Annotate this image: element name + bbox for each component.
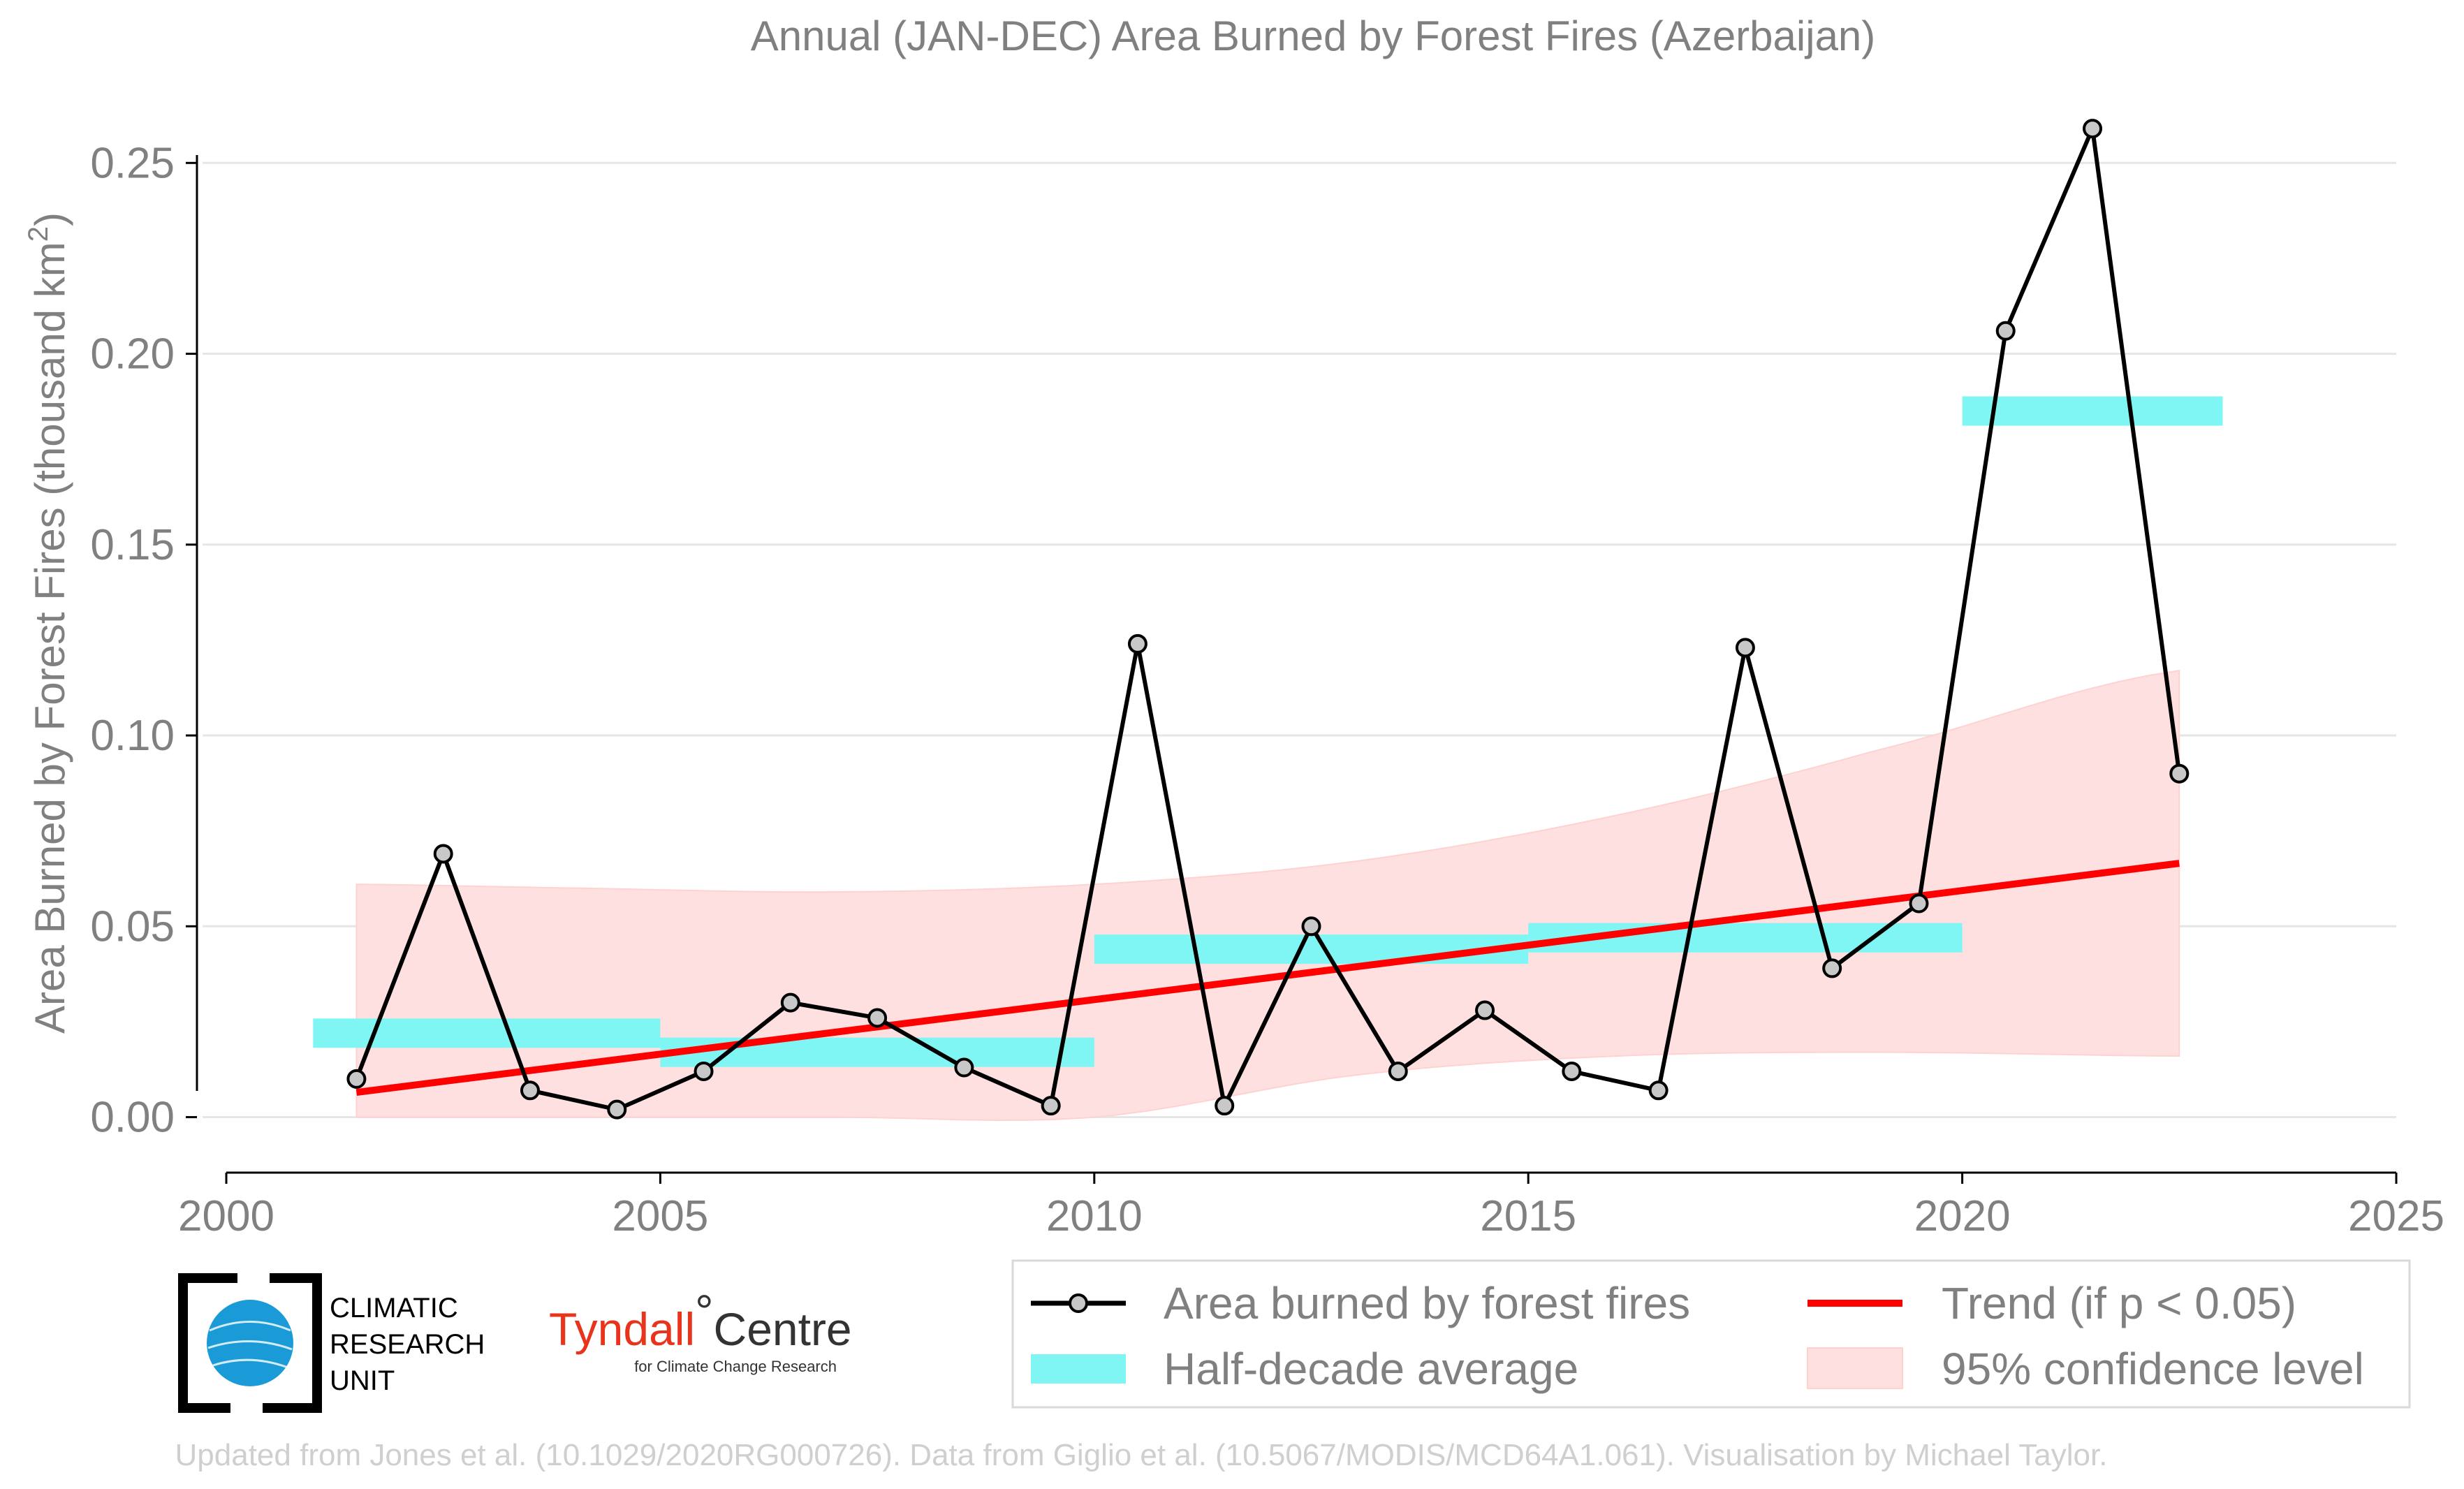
- y-ticks: 0.00 0.05 0.10 0.15 0.20 0.25: [90, 139, 197, 1142]
- tyndall-name: Tyndall°Centre: [549, 1285, 852, 1355]
- y-tick-label: 0.00: [90, 1094, 175, 1142]
- data-point: [780, 992, 800, 1013]
- half-decade-bar: [1962, 396, 2223, 426]
- data-point: [520, 1080, 540, 1101]
- x-tick-label: 2005: [612, 1192, 708, 1240]
- chart-title: Annual (JAN-DEC) Area Burned by Forest F…: [751, 13, 1876, 59]
- data-point: [607, 1099, 627, 1120]
- legend-trend-label: Trend (if p < 0.05): [1942, 1278, 2296, 1328]
- data-point: [1127, 633, 1147, 654]
- data-point: [1388, 1061, 1408, 1081]
- data-point: [954, 1057, 974, 1078]
- legend-series-marker: [1069, 1293, 1088, 1313]
- cru-logo-gap-top: [237, 1270, 270, 1288]
- legend-half-decade-swatch: [1031, 1354, 1126, 1384]
- legend-confidence-label: 95% confidence level: [1942, 1344, 2364, 1394]
- series-path: [354, 126, 2182, 1112]
- x-tick-label: 2000: [178, 1192, 274, 1240]
- y-axis-label: Area Burned by Forest Fires (thousand km…: [23, 212, 73, 1034]
- data-point: [1822, 958, 1842, 978]
- x-ticks: 2000 2005 2010 2015 2020 2025: [178, 1173, 2444, 1240]
- data-point: [1648, 1080, 1669, 1101]
- data-point: [1215, 1096, 1235, 1116]
- data-point: [433, 844, 453, 864]
- cru-line3: UNIT: [330, 1365, 395, 1396]
- y-tick-label: 0.25: [90, 139, 175, 187]
- y-tick-label: 0.20: [90, 330, 175, 379]
- legend-confidence-swatch: [1807, 1347, 1903, 1389]
- y-tick-label: 0.10: [90, 712, 175, 760]
- half-decade-bar: [1094, 934, 1529, 964]
- cru-line2: RESEARCH: [330, 1329, 485, 1360]
- globe-icon: [207, 1300, 293, 1386]
- legend-frame: [1011, 1259, 2411, 1409]
- series-line: [354, 126, 2182, 1112]
- x-tick-label: 2015: [1480, 1192, 1576, 1240]
- legend-item-series: Area burned by forest fires: [1031, 1278, 1690, 1328]
- legend-item-trend: Trend (if p < 0.05): [1807, 1278, 2296, 1328]
- x-tick-label: 2025: [2348, 1192, 2444, 1240]
- trend-line-path: [355, 860, 2180, 1096]
- cru-logo-gap-bottom: [230, 1398, 263, 1416]
- cru-logo: CLIMATIC RESEARCH UNIT: [178, 1270, 485, 1416]
- y-tick-label: 0.05: [90, 902, 175, 951]
- data-point: [1995, 321, 2016, 341]
- y-axis-label-close: ): [27, 212, 73, 226]
- globe-lines: [207, 1321, 293, 1369]
- legend-item-confidence: 95% confidence level: [1807, 1344, 2364, 1394]
- series-markers: [346, 119, 2190, 1120]
- data-point: [1301, 916, 1321, 937]
- data-point: [1562, 1061, 1582, 1081]
- legend-half-decade-label: Half-decade average: [1164, 1344, 1578, 1394]
- data-point: [1041, 1096, 1061, 1116]
- legend: Area burned by forest fires Half-decade …: [1011, 1259, 2411, 1409]
- x-tick-label: 2010: [1046, 1192, 1143, 1240]
- tyndall-sub: for Climate Change Research: [634, 1358, 837, 1375]
- y-tick-label: 0.15: [90, 521, 175, 569]
- y-axis-label-sup: 2: [23, 226, 54, 242]
- footer-credit: Updated from Jones et al. (10.1029/2020R…: [175, 1438, 2108, 1472]
- data-point: [694, 1061, 714, 1081]
- data-point: [346, 1069, 367, 1089]
- data-point: [1735, 638, 1755, 658]
- data-point: [2083, 119, 2103, 139]
- trend-line: [355, 860, 2180, 1096]
- y-axis-label-main: Area Burned by Forest Fires (thousand km: [27, 242, 73, 1034]
- plot-area: [203, 119, 2396, 1121]
- data-point: [867, 1008, 888, 1028]
- legend-series-label: Area burned by forest fires: [1164, 1278, 1690, 1328]
- data-point: [2169, 763, 2190, 784]
- tyndall-logo: Tyndall°Centre for Climate Change Resear…: [549, 1285, 852, 1375]
- half-decade-bar: [313, 1018, 661, 1048]
- data-point: [1475, 1000, 1495, 1020]
- legend-item-half-decade: Half-decade average: [1031, 1344, 1578, 1394]
- axes: 0.00 0.05 0.10 0.15 0.20 0.25 2000 2005 2010 201…: [90, 139, 2444, 1240]
- data-point: [1909, 893, 1929, 914]
- x-tick-label: 2020: [1914, 1192, 2011, 1240]
- cru-line1: CLIMATIC: [330, 1293, 458, 1323]
